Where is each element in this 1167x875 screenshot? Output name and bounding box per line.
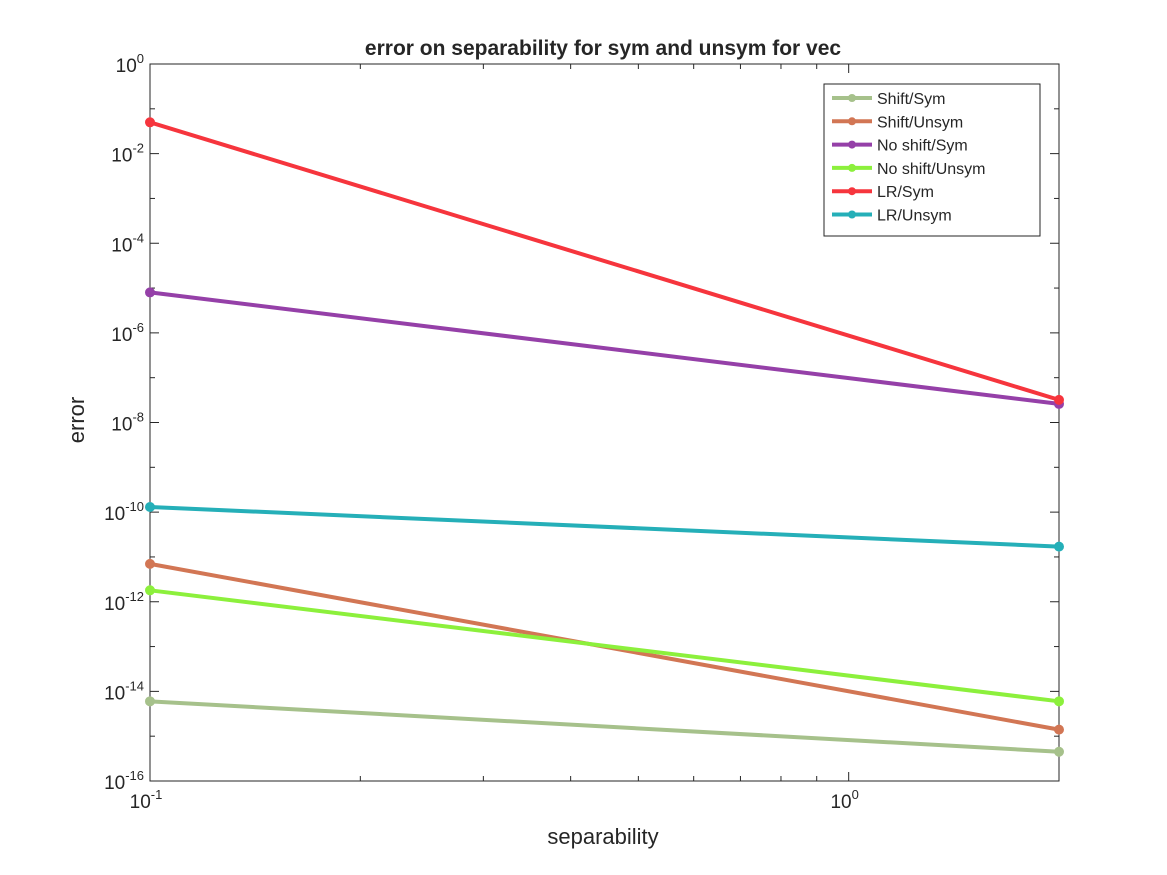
legend-label: No shift/Sym [877,138,968,155]
legend-label: LR/Unsym [877,208,952,225]
data-point [1054,541,1064,552]
y-tick-label: 10-16 [104,768,144,794]
legend-marker [848,117,856,126]
y-tick-label: 100 [116,51,144,77]
x-tick-label: 100 [830,787,858,813]
series-line [149,699,1060,754]
legend-label: Shift/Unsym [877,114,963,131]
data-point [145,502,155,513]
data-point [1054,696,1064,707]
legend-box [823,83,1041,237]
series-line [149,505,1060,549]
plot-area: 10010-210-410-610-810-1010-1210-1410-161… [104,51,1064,813]
legend-label: No shift/Unsym [877,161,985,178]
legend-marker [848,94,856,102]
legend-marker [848,187,856,196]
legend-marker [848,163,856,172]
data-point [145,287,155,298]
legend-marker [848,210,856,219]
x-axis-label: separability [547,824,658,849]
data-point [1054,394,1064,405]
y-tick-label: 10-8 [111,410,144,436]
series-line [149,120,1060,402]
y-tick-label: 10-14 [104,678,144,704]
data-point [1054,746,1064,757]
data-point [1054,724,1064,735]
y-tick-label: 10-4 [111,230,144,256]
y-tick-label: 10-6 [111,320,144,346]
y-tick-label: 10-10 [104,499,144,525]
series-line [149,588,1060,704]
chart-title: error on separability for sym and unsym … [365,37,841,60]
legend: Shift/Sym Shift/Unsym No shift/Sym No shift… [823,83,1041,237]
legend-marker [848,140,856,149]
series-line [149,290,1060,406]
y-tick-label: 10-2 [111,141,144,167]
legend-label: LR/Sym [877,184,934,201]
data-point [145,117,155,128]
x-tick-label: 10-1 [130,787,163,813]
legend-label: Shift/Sym [877,91,945,108]
data-point [145,585,155,596]
data-point [145,696,155,707]
data-point [145,558,155,569]
y-axis-label: error [64,397,89,443]
y-tick-label: 10-12 [104,589,144,615]
